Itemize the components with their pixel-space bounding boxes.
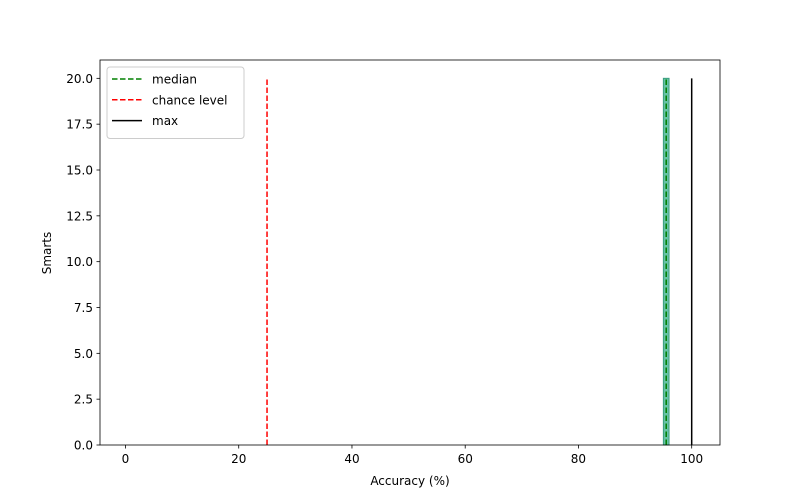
x-tick-label: 20 [231,452,246,466]
y-tick-label: 17.5 [66,118,93,132]
axes-frame [99,59,721,446]
y-tick-label: 10.0 [66,255,93,269]
y-axis-label: Smarts [40,232,54,275]
y-tick-label: 5.0 [74,347,93,361]
histogram-bar-0 [662,77,670,446]
x-tick-label: 100 [680,452,703,466]
y-tick-label: 2.5 [74,393,93,407]
y-tick-label: 20.0 [66,72,93,86]
ticks-layer: 0 20 40 60 80 100 0.0 2.5 5.0 7.5 10.0 12.5 15.0 17.5… [66,72,703,466]
vlines-layer [266,78,693,445]
legend-label-chance-level: chance level [152,93,228,107]
legend-label-median: median [152,73,197,87]
x-axis-label: Accuracy (%) [370,474,449,488]
bars-layer [662,77,670,446]
x-tick-label: 60 [458,452,473,466]
legend-label-max: max [152,114,178,128]
x-tick-label: 40 [344,452,359,466]
y-tick-label: 7.5 [74,301,93,315]
y-tick-label: 0.0 [74,439,93,453]
legend: median chance level max [106,66,245,139]
axes-layer [99,59,721,446]
x-tick-label: 0 [122,452,130,466]
y-tick-label: 15.0 [66,164,93,178]
y-tick-label: 12.5 [66,209,93,223]
x-tick-label: 80 [571,452,586,466]
